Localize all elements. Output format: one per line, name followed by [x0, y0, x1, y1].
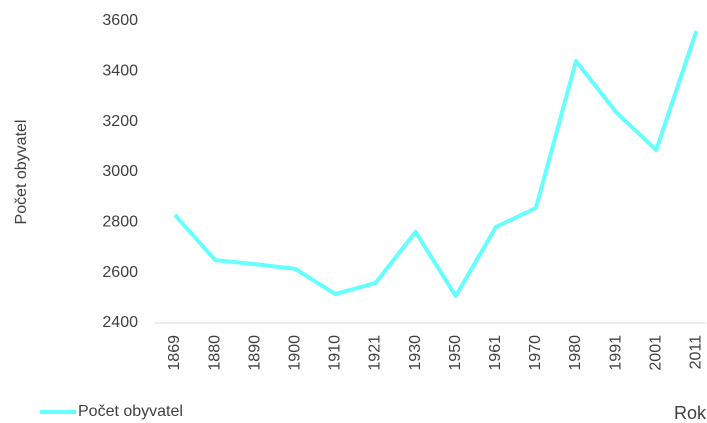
y-tick-label: 2800 [102, 214, 138, 231]
x-tick-label: 1890 [246, 335, 263, 371]
y-axis-title: Počet obyvatel [13, 120, 30, 225]
x-axis-title: Rok [674, 403, 707, 423]
x-tick-label: 1880 [206, 335, 223, 371]
x-tick-label: 2001 [647, 335, 664, 371]
x-tick-label: 1930 [407, 335, 424, 371]
x-tick-label: 1980 [567, 335, 584, 371]
x-tick-label: 1910 [327, 335, 344, 371]
y-tick-label: 2400 [102, 314, 138, 331]
x-tick-label: 1991 [607, 335, 624, 371]
line-series [173, 30, 699, 299]
x-tick-label: 1869 [166, 335, 183, 371]
x-tick-label: 1921 [367, 335, 384, 371]
y-tick-label: 3200 [102, 113, 138, 130]
x-tick-label: 1900 [287, 335, 304, 371]
x-tick-label: 1950 [447, 335, 464, 371]
y-tick-label: 3600 [102, 12, 138, 29]
x-tick-label: 2011 [688, 335, 705, 370]
y-tick-label: 3400 [102, 63, 138, 80]
x-tick-label: 1961 [487, 335, 504, 371]
y-tick-label: 2600 [102, 264, 138, 281]
legend-label: Počet obyvatel [78, 403, 183, 420]
y-tick-label: 3000 [102, 163, 138, 180]
x-tick-label: 1970 [527, 335, 544, 371]
